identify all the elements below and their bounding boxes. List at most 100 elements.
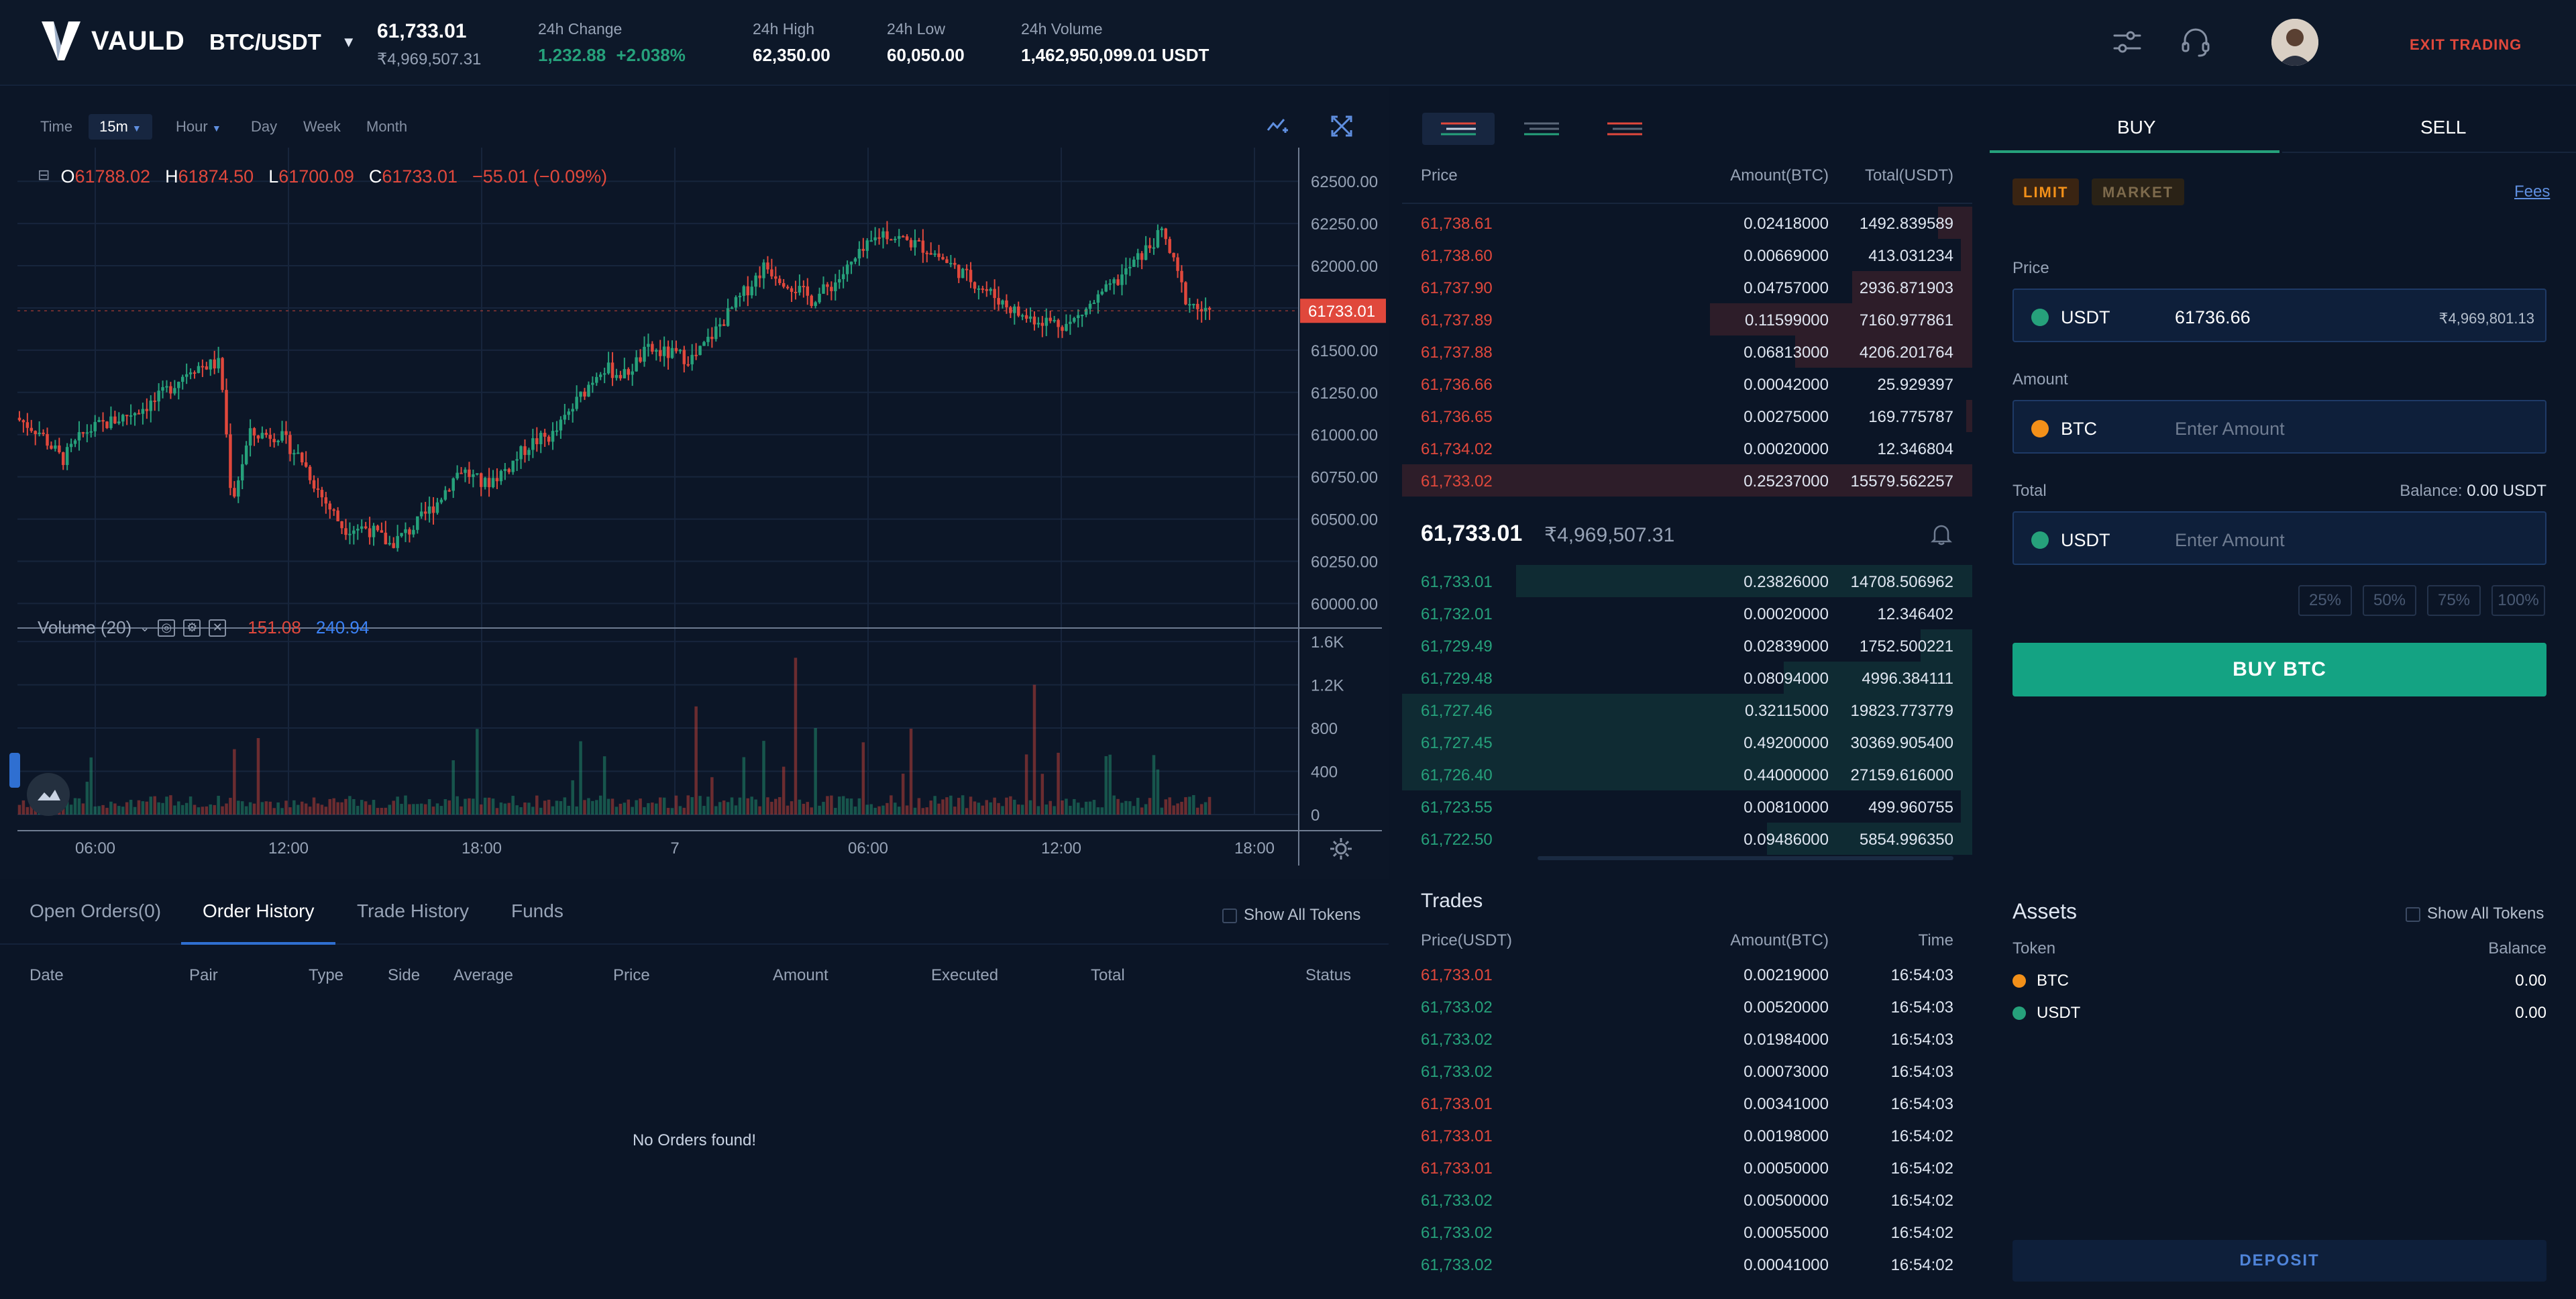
settings-sliders-icon[interactable]: [2110, 25, 2144, 59]
market-order-button[interactable]: MARKET: [2092, 178, 2185, 205]
ask-row[interactable]: 61,734.02 0.00020000 12.346804: [1402, 432, 1972, 464]
bid-row[interactable]: 61,727.46 0.32115000 19823.773779: [1402, 694, 1972, 726]
close-icon[interactable]: ✕: [209, 619, 227, 637]
candle-body: [579, 391, 582, 397]
tradingview-logo[interactable]: [27, 773, 70, 816]
fees-link[interactable]: Fees: [2514, 183, 2551, 201]
gear-icon[interactable]: ⚙: [183, 619, 201, 637]
ask-row[interactable]: 61,733.02 0.25237000 15579.562257: [1402, 464, 1972, 497]
amount-input[interactable]: BTC Enter Amount: [2012, 400, 2546, 454]
candle-body: [1053, 319, 1056, 321]
bid-row[interactable]: 61,729.49 0.02839000 1752.500221: [1402, 629, 1972, 662]
candle-body: [332, 509, 335, 511]
avatar[interactable]: [2271, 19, 2318, 66]
ask-row[interactable]: 61,738.60 0.00669000 413.031234: [1402, 239, 1972, 271]
fullscreen-icon[interactable]: [1330, 114, 1354, 138]
show-all-tokens-toggle[interactable]: Show All Tokens: [1222, 906, 1360, 925]
volume-bar: [890, 795, 893, 815]
headset-icon[interactable]: [2179, 25, 2212, 59]
indicators-icon[interactable]: [1265, 114, 1289, 138]
asset-row-btc[interactable]: BTC: [2012, 972, 2069, 990]
candlestick-chart[interactable]: 62500.0062250.0062000.0061750.0061500.00…: [0, 87, 1389, 879]
trade-amount: 0.00219000: [1743, 966, 1829, 984]
orderbook-scrollbar[interactable]: [1538, 856, 1953, 860]
candle-body: [324, 497, 328, 504]
bell-icon[interactable]: [1931, 522, 1952, 546]
bid-row[interactable]: 61,722.50 0.09486000 5854.996350: [1402, 823, 1972, 855]
interval-week-button[interactable]: Week: [303, 118, 341, 135]
assets-show-all-checkbox[interactable]: [2406, 906, 2420, 922]
pct-100-button[interactable]: 100%: [2491, 585, 2545, 616]
price-input[interactable]: USDT 61736.66 ₹4,969,801.13: [2012, 289, 2546, 342]
candle-body: [1136, 253, 1140, 260]
ask-row[interactable]: 61,738.61 0.02418000 1492.839589: [1402, 207, 1972, 239]
bid-row[interactable]: 61,726.40 0.44000000 27159.616000: [1402, 758, 1972, 790]
chart-settings-gear-icon[interactable]: [1328, 836, 1354, 862]
price-tick-label: 60500.00: [1311, 511, 1378, 529]
candle-body: [487, 478, 491, 488]
deposit-button[interactable]: DEPOSIT: [2012, 1240, 2546, 1282]
side-toggle-button[interactable]: [9, 753, 20, 788]
candle-body: [694, 354, 698, 356]
tab-funds[interactable]: Funds: [511, 900, 564, 921]
volume-bar: [328, 798, 332, 815]
interval-month-button[interactable]: Month: [366, 118, 408, 135]
ask-row[interactable]: 61,736.65 0.00275000 169.775787: [1402, 400, 1972, 432]
volume-bar: [830, 795, 833, 815]
asset-row-usdt[interactable]: USDT: [2012, 1004, 2080, 1023]
volume-bar: [989, 802, 992, 815]
tab-open-orders[interactable]: Open Orders(0): [30, 900, 162, 921]
assets-show-all-toggle[interactable]: Show All Tokens: [2406, 904, 2544, 923]
eye-icon[interactable]: ◎: [158, 619, 176, 637]
ask-row[interactable]: 61,737.90 0.04757000 2936.871903: [1402, 271, 1972, 303]
orderbook-view-asks-button[interactable]: [1589, 113, 1661, 145]
show-all-checkbox[interactable]: [1222, 908, 1237, 923]
pct-50-button[interactable]: 50%: [2363, 585, 2416, 616]
interval-hour-selector[interactable]: Hour ▼: [176, 118, 221, 136]
orderbook-view-both-button[interactable]: [1422, 113, 1495, 145]
ask-total: 12.346804: [1877, 440, 1953, 458]
interval-15m-selector[interactable]: 15m ▼: [89, 114, 152, 140]
volume-legend-label[interactable]: Volume (20): [38, 617, 132, 637]
bid-row[interactable]: 61,723.55 0.00810000 499.960755: [1402, 790, 1972, 823]
price-value[interactable]: 61736.66: [2175, 307, 2251, 327]
exit-trading-button[interactable]: EXIT TRADING: [2410, 36, 2522, 53]
ask-row[interactable]: 61,737.89 0.11599000 7160.977861: [1402, 303, 1972, 335]
candle-body: [885, 231, 889, 240]
candle-body: [945, 259, 949, 263]
chevron-down-icon[interactable]: ⌄: [140, 621, 150, 634]
pct-25-button[interactable]: 25%: [2298, 585, 2352, 616]
candle-body: [65, 447, 69, 466]
orderbook-view-bids-button[interactable]: [1505, 113, 1578, 145]
total-input[interactable]: USDT Enter Amount: [2012, 511, 2546, 565]
buy-btc-button[interactable]: BUY BTC: [2012, 643, 2546, 696]
bid-row[interactable]: 61,727.45 0.49200000 30369.905400: [1402, 726, 1972, 758]
bid-row[interactable]: 61,729.48 0.08094000 4996.384111: [1402, 662, 1972, 694]
volume-bar: [666, 808, 670, 815]
bid-row[interactable]: 61,732.01 0.00020000 12.346402: [1402, 597, 1972, 629]
candle-body: [1020, 315, 1024, 317]
bid-amount: 0.08094000: [1743, 670, 1829, 688]
volume-bar: [1092, 800, 1096, 815]
tab-trade-history[interactable]: Trade History: [357, 900, 470, 921]
ask-row[interactable]: 61,737.88 0.06813000 4206.201764: [1402, 335, 1972, 368]
vauld-logo[interactable]: VAULD: [40, 19, 185, 63]
pct-75-button[interactable]: 75%: [2427, 585, 2481, 616]
total-placeholder[interactable]: Enter Amount: [2175, 530, 2285, 550]
interval-day-button[interactable]: Day: [251, 118, 278, 135]
tab-order-history[interactable]: Order History: [203, 900, 315, 921]
buy-tab[interactable]: BUY: [2117, 117, 2156, 138]
ohlc-high: 61874.50: [178, 166, 254, 187]
amount-placeholder[interactable]: Enter Amount: [2175, 419, 2285, 439]
limit-order-button[interactable]: LIMIT: [2012, 178, 2080, 205]
pair-selector[interactable]: BTC/USDT ▼: [209, 30, 356, 55]
sell-tab[interactable]: SELL: [2420, 117, 2467, 138]
candle-body: [46, 433, 49, 446]
low-block: 24h Low 60,050.00: [887, 20, 965, 66]
ask-row[interactable]: 61,736.66 0.00042000 25.929397: [1402, 368, 1972, 400]
volume-bar: [180, 804, 184, 815]
bid-row[interactable]: 61,733.01 0.23826000 14708.506962: [1402, 565, 1972, 597]
ask-depth-bar: [1966, 400, 1972, 432]
collapse-icon[interactable]: ⊟: [38, 166, 50, 183]
high-block: 24h High 62,350.00: [753, 20, 830, 66]
